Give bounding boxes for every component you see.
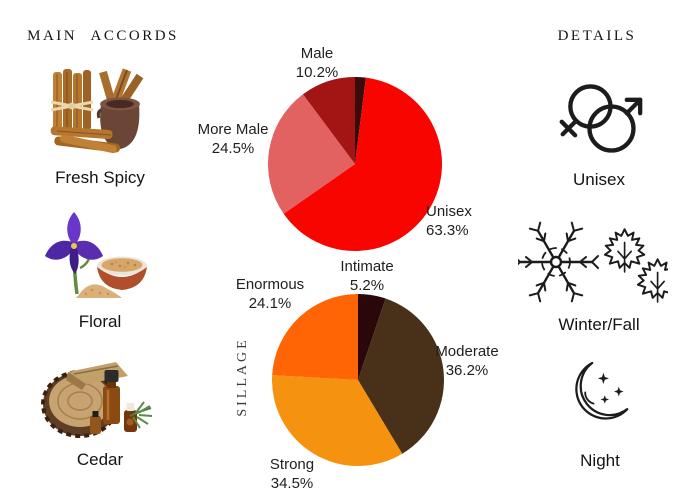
cedar-wood-and-oil-bottles-icon [41, 362, 153, 438]
accord-label-cedar: Cedar [76, 450, 124, 469]
accord-label-floral: Floral [78, 312, 122, 331]
pie-slice-enormous [272, 294, 358, 380]
unisex-gender-icon [559, 84, 643, 153]
pie-label-male: Male 10.2% [295, 45, 339, 81]
pie-slice-strong [272, 375, 403, 466]
snowflake-and-maple-leaves-icon [518, 221, 668, 304]
sillage-axis-label: SILLAGE [235, 337, 250, 417]
pie-label-more-male: More Male 24.5% [197, 121, 269, 157]
iris-flower-and-orris-bowl-icon [45, 212, 147, 298]
pie-label-moderate: Moderate 36.2% [435, 343, 499, 379]
details-title: DETAILS [557, 28, 637, 44]
main-accords-title: MAIN ACCORDS [27, 28, 179, 44]
detail-label-unisex: Unisex [573, 170, 625, 189]
detail-label-night: Night [580, 451, 620, 470]
pie-slice-more-male [268, 94, 355, 214]
pie-slice-intimate [358, 294, 386, 380]
crescent-moon-and-stars-icon [575, 361, 629, 420]
pie-label-unisex: Unisex 63.3% [426, 203, 472, 239]
cinnamon-sticks-and-mortar-icon [50, 68, 144, 154]
pie-label-strong: Strong 34.5% [269, 456, 315, 492]
pie-label-enormous: Enormous 24.1% [235, 276, 305, 312]
pie-slice-moderate [358, 298, 444, 454]
pie-label-intimate: Intimate 5.2% [340, 258, 394, 294]
sillage-pie-chart [272, 294, 444, 466]
pie-slice-male [302, 77, 355, 164]
gender-pie-chart [268, 77, 442, 251]
accord-label-fresh-spicy: Fresh Spicy [55, 168, 145, 187]
pie-slice-unisex [283, 77, 442, 251]
pie-slice-unlabeled [355, 77, 366, 164]
detail-label-winter-fall: Winter/Fall [558, 315, 640, 334]
